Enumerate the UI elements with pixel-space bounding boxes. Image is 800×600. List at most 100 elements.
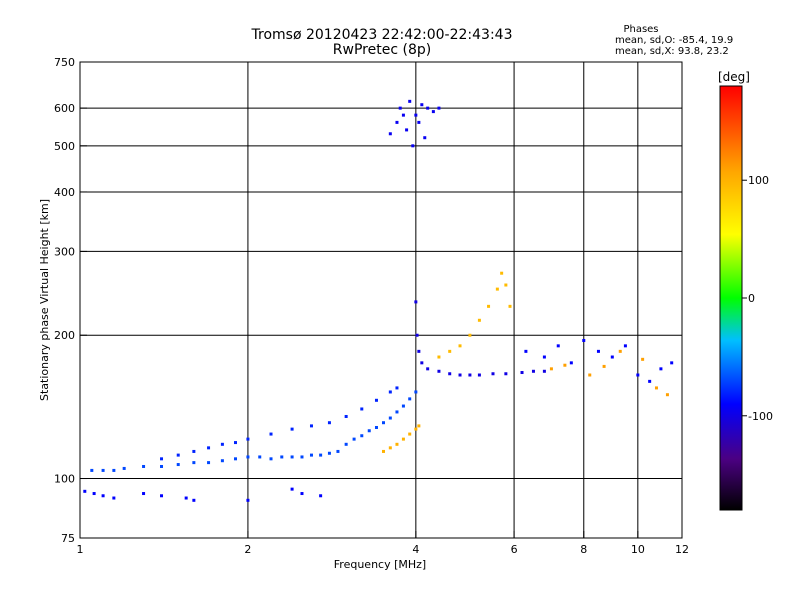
data-point xyxy=(415,333,419,337)
data-point xyxy=(408,397,412,401)
data-point xyxy=(395,386,399,390)
data-point xyxy=(636,373,640,377)
data-point xyxy=(602,364,606,368)
data-point xyxy=(468,333,472,337)
x-tick-label: 2 xyxy=(244,543,251,556)
data-point xyxy=(420,361,424,365)
data-point xyxy=(401,437,405,441)
data-point xyxy=(448,349,452,353)
data-point xyxy=(319,453,323,457)
data-point xyxy=(160,457,164,461)
data-point xyxy=(327,421,331,425)
data-point xyxy=(246,455,250,459)
data-point xyxy=(549,367,553,371)
data-point xyxy=(90,468,94,472)
data-point xyxy=(448,372,452,376)
data-point xyxy=(192,449,196,453)
data-point xyxy=(411,144,415,148)
data-point xyxy=(408,432,412,436)
data-point xyxy=(414,113,418,117)
data-point xyxy=(300,492,304,496)
x-tick-label: 10 xyxy=(631,543,645,556)
data-point xyxy=(176,453,180,457)
data-point xyxy=(665,393,669,397)
x-tick-label: 8 xyxy=(580,543,587,556)
x-tick-label: 4 xyxy=(412,543,419,556)
colorbar xyxy=(719,85,743,511)
data-point xyxy=(269,457,273,461)
data-point xyxy=(233,441,237,445)
data-point xyxy=(160,494,164,498)
data-point xyxy=(417,120,421,124)
phases-o-line: mean, sd,O: -85.4, 19.9 xyxy=(615,35,733,46)
y-tick-label: 300 xyxy=(54,245,75,258)
grid-layer xyxy=(80,62,682,538)
data-point xyxy=(582,338,586,342)
data-point xyxy=(405,128,409,132)
data-point xyxy=(300,455,304,459)
data-point xyxy=(374,398,378,402)
data-point xyxy=(504,283,508,287)
chart-title: Tromsø 20120423 22:42:00-22:43:43 xyxy=(251,27,513,43)
data-point xyxy=(588,373,592,377)
data-point xyxy=(504,372,508,376)
data-point xyxy=(420,103,424,107)
data-point xyxy=(395,120,399,124)
data-point xyxy=(401,113,405,117)
data-point xyxy=(500,271,504,275)
data-point xyxy=(290,487,294,491)
data-point xyxy=(112,468,116,472)
data-point xyxy=(431,110,435,114)
data-point xyxy=(207,461,211,465)
x-tick-label: 1 xyxy=(77,543,84,556)
data-point xyxy=(367,429,371,433)
data-point xyxy=(401,404,405,408)
y-tick-label: 500 xyxy=(54,140,75,153)
data-point xyxy=(319,494,323,498)
y-tick-label: 750 xyxy=(54,56,75,69)
data-point xyxy=(327,451,331,455)
data-point xyxy=(388,446,392,450)
data-point xyxy=(83,489,87,493)
data-point xyxy=(101,494,105,498)
phases-heading: Phases xyxy=(623,24,658,35)
data-point xyxy=(659,367,663,371)
data-point xyxy=(344,414,348,418)
data-point xyxy=(414,300,418,304)
data-point xyxy=(246,437,250,441)
data-point xyxy=(556,344,560,348)
colorbar-tick-label: 100 xyxy=(748,174,769,187)
colorbar-ticks: 100 0 -100 xyxy=(742,174,773,423)
data-point xyxy=(542,369,546,373)
data-point xyxy=(309,453,313,457)
colorbar-tick-label: -100 xyxy=(748,410,773,423)
data-point xyxy=(290,455,294,459)
data-point xyxy=(458,344,462,348)
data-point xyxy=(495,287,499,291)
data-point xyxy=(207,446,211,450)
data-point xyxy=(610,355,614,359)
x-tick-label: 12 xyxy=(675,543,689,556)
data-point xyxy=(531,369,535,373)
data-point xyxy=(280,455,284,459)
data-point xyxy=(381,421,385,425)
data-point xyxy=(290,427,294,431)
data-point xyxy=(92,492,96,496)
data-point xyxy=(381,449,385,453)
data-point xyxy=(596,349,600,353)
data-point xyxy=(220,459,224,463)
data-point xyxy=(654,386,658,390)
y-tick-label: 200 xyxy=(54,329,75,342)
data-point xyxy=(491,372,495,376)
data-point xyxy=(508,304,512,308)
data-point xyxy=(336,449,340,453)
data-point xyxy=(122,466,126,470)
data-point xyxy=(309,424,313,428)
plot-area xyxy=(79,61,683,539)
data-point xyxy=(184,496,188,500)
colorbar-tick-label: 0 xyxy=(748,292,755,305)
data-point xyxy=(395,442,399,446)
data-point xyxy=(388,390,392,394)
